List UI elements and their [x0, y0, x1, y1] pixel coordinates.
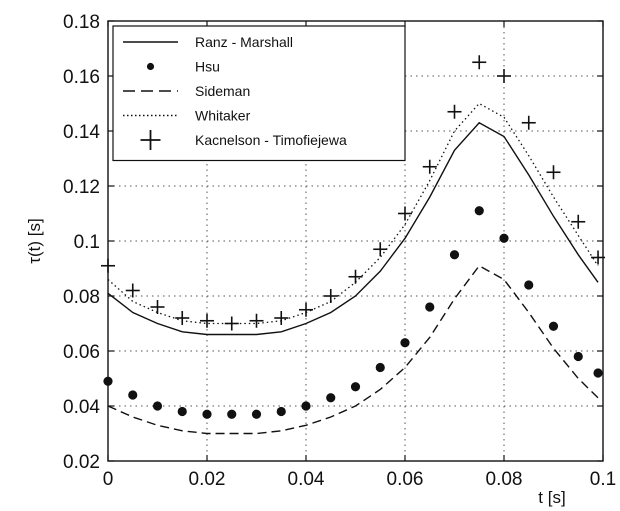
data-point [398, 206, 412, 221]
data-point [524, 280, 534, 290]
x-tick-label: 0.08 [486, 469, 523, 490]
legend-swatch [140, 130, 161, 150]
data-point [497, 69, 511, 83]
legend-label: Whitaker [195, 108, 251, 124]
y-tick-label: 0.04 [63, 397, 100, 418]
x-tick-label: 0.1 [590, 469, 616, 490]
data-point [323, 289, 338, 303]
data-point [449, 250, 460, 260]
x-tick-label: 0 [103, 469, 114, 490]
data-point [400, 338, 410, 348]
axes: 0 0.02 0.04 0.06 0.08 0.10.020.040.060.080.10… [63, 12, 616, 490]
data-point [375, 362, 385, 373]
data-point [474, 206, 484, 216]
y-tick-label: 0.08 [63, 287, 100, 308]
data-point [101, 258, 115, 273]
data-point [249, 313, 264, 328]
series-line [107, 264, 599, 435]
y-axis-label: τ(t) [s] [25, 218, 44, 263]
legend-item: Sideman [123, 83, 250, 99]
data-point [571, 214, 586, 229]
data-point [224, 316, 239, 331]
x-tick-label: 0.06 [387, 469, 424, 490]
data-point [373, 242, 388, 257]
data-point [326, 393, 336, 403]
data-point [251, 409, 262, 419]
data-point [227, 409, 237, 419]
data-point [103, 376, 113, 386]
series-hsu [103, 206, 603, 419]
data-point [546, 165, 561, 180]
legend-label: Hsu [195, 59, 220, 75]
data-point [200, 313, 214, 328]
y-tick-label: 0.06 [63, 342, 100, 363]
series-sideman [107, 264, 599, 435]
legend-box [112, 25, 406, 162]
series-kacnelson-timofiejewa [101, 55, 606, 331]
legend-item: Ranz - Marshall [123, 34, 293, 50]
data-point [422, 159, 437, 174]
data-point [299, 302, 313, 317]
data-point [276, 406, 286, 417]
y-tick-label: 0.14 [63, 122, 100, 143]
data-point [128, 390, 138, 400]
data-point [301, 401, 311, 411]
legend-item: Kacnelson - Timofiejewa [140, 130, 347, 150]
legend-label: Sideman [195, 83, 250, 99]
data-point [175, 311, 190, 325]
x-tick-label: 0.02 [189, 469, 226, 490]
data-point [150, 300, 165, 314]
y-tick-label: 0.1 [74, 232, 100, 253]
y-tick-label: 0.02 [63, 452, 100, 473]
legend-item: Whitaker [123, 108, 251, 124]
series-line [107, 121, 599, 336]
data-point [348, 269, 363, 284]
data-point [274, 311, 289, 325]
x-axis-label: t [s] [538, 488, 565, 507]
legend-swatch [146, 62, 155, 71]
data-point [573, 351, 583, 362]
data-point [593, 368, 603, 378]
x-tick-label: 0.04 [288, 469, 325, 490]
data-point [152, 401, 163, 411]
data-point [548, 321, 559, 331]
legend-label: Ranz - Marshall [195, 34, 293, 50]
data-point [177, 406, 187, 417]
y-tick-label: 0.18 [63, 12, 100, 33]
y-tick-label: 0.16 [63, 67, 100, 88]
y-tick-label: 0.12 [63, 177, 100, 198]
data-point [425, 302, 435, 312]
data-point [472, 55, 487, 70]
legend-item: Hsu [146, 59, 220, 75]
data-point [521, 115, 536, 130]
data-point [591, 250, 606, 265]
data-point [202, 409, 212, 419]
series-group [101, 55, 606, 435]
series-ranz-marshall [107, 121, 599, 336]
data-point [125, 283, 140, 298]
data-point [499, 233, 509, 243]
legend: Ranz - Marshall Hsu Sideman Whitaker Kacnels… [112, 25, 406, 162]
legend-label: Kacnelson - Timofiejewa [195, 132, 347, 148]
data-point [350, 382, 361, 392]
data-point [447, 104, 462, 119]
